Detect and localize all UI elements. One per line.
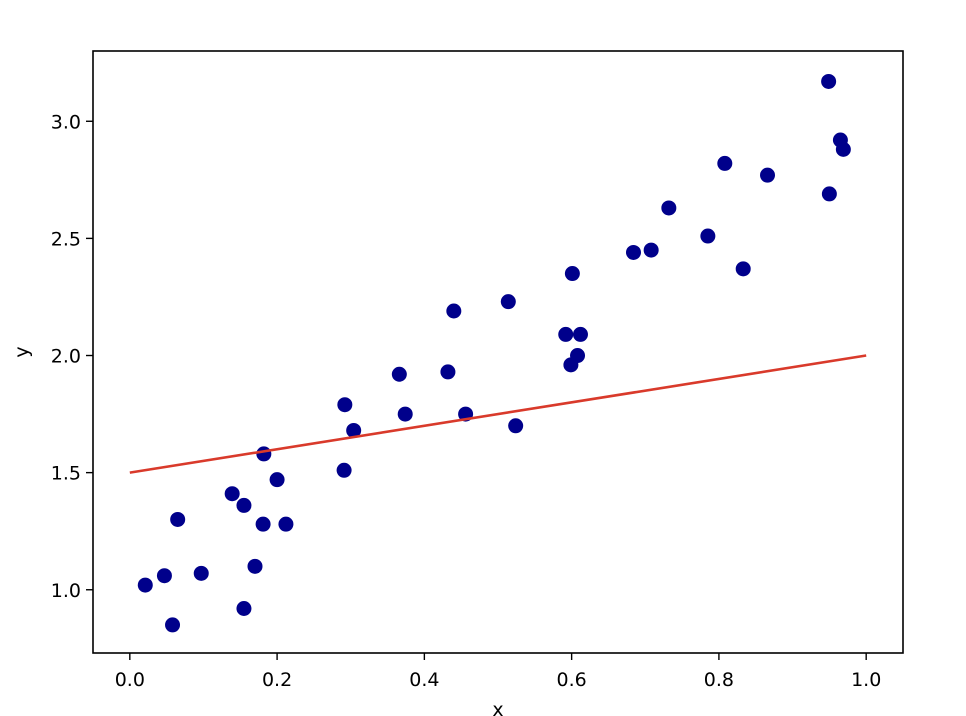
data-point <box>625 244 641 260</box>
data-point <box>397 406 413 422</box>
x-tick-label: 0.0 <box>115 669 145 691</box>
data-point <box>193 565 209 581</box>
x-tick-label: 1.0 <box>851 669 881 691</box>
data-point <box>643 242 659 258</box>
data-point <box>137 577 153 593</box>
data-point <box>717 155 733 171</box>
data-point <box>336 462 352 478</box>
y-axis-label: y <box>11 346 33 357</box>
data-point <box>269 472 285 488</box>
fit-line <box>129 354 867 474</box>
data-point <box>278 516 294 532</box>
data-point <box>156 568 172 584</box>
data-point <box>255 516 271 532</box>
plot-frame <box>92 50 904 654</box>
data-point <box>821 73 837 89</box>
data-point <box>236 497 252 513</box>
x-tick-label: 0.4 <box>409 669 439 691</box>
data-point <box>247 558 263 574</box>
y-tick-label: 1.5 <box>51 463 81 485</box>
axis-ticks: 0.0 0.2 0.4 0.6 0.8 1.0 1.0 1.5 2.0 2.5 3.0 <box>51 111 882 691</box>
data-point <box>165 617 181 633</box>
data-point <box>760 167 776 183</box>
data-point <box>835 141 851 157</box>
data-marks <box>129 73 867 633</box>
data-point <box>224 486 240 502</box>
data-point <box>558 326 574 342</box>
data-point <box>508 418 524 434</box>
data-point <box>564 266 580 282</box>
data-point <box>391 366 407 382</box>
y-tick-label: 3.0 <box>51 111 81 133</box>
data-point <box>500 294 516 310</box>
data-point <box>735 261 751 277</box>
data-point <box>170 511 186 527</box>
y-tick-label: 1.0 <box>51 580 81 602</box>
data-point <box>236 600 252 616</box>
data-point <box>570 348 586 364</box>
x-axis-label: x <box>492 699 503 716</box>
data-point <box>661 200 677 216</box>
data-point <box>440 364 456 380</box>
data-point <box>346 422 362 438</box>
data-point <box>821 186 837 202</box>
data-point <box>446 303 462 319</box>
data-point <box>256 446 272 462</box>
y-tick-label: 2.5 <box>51 228 81 250</box>
data-point <box>700 228 716 244</box>
data-point <box>572 326 588 342</box>
x-tick-label: 0.8 <box>704 669 734 691</box>
x-tick-label: 0.2 <box>262 669 292 691</box>
data-point <box>337 397 353 413</box>
y-tick-label: 2.0 <box>51 346 81 368</box>
x-tick-label: 0.6 <box>557 669 587 691</box>
